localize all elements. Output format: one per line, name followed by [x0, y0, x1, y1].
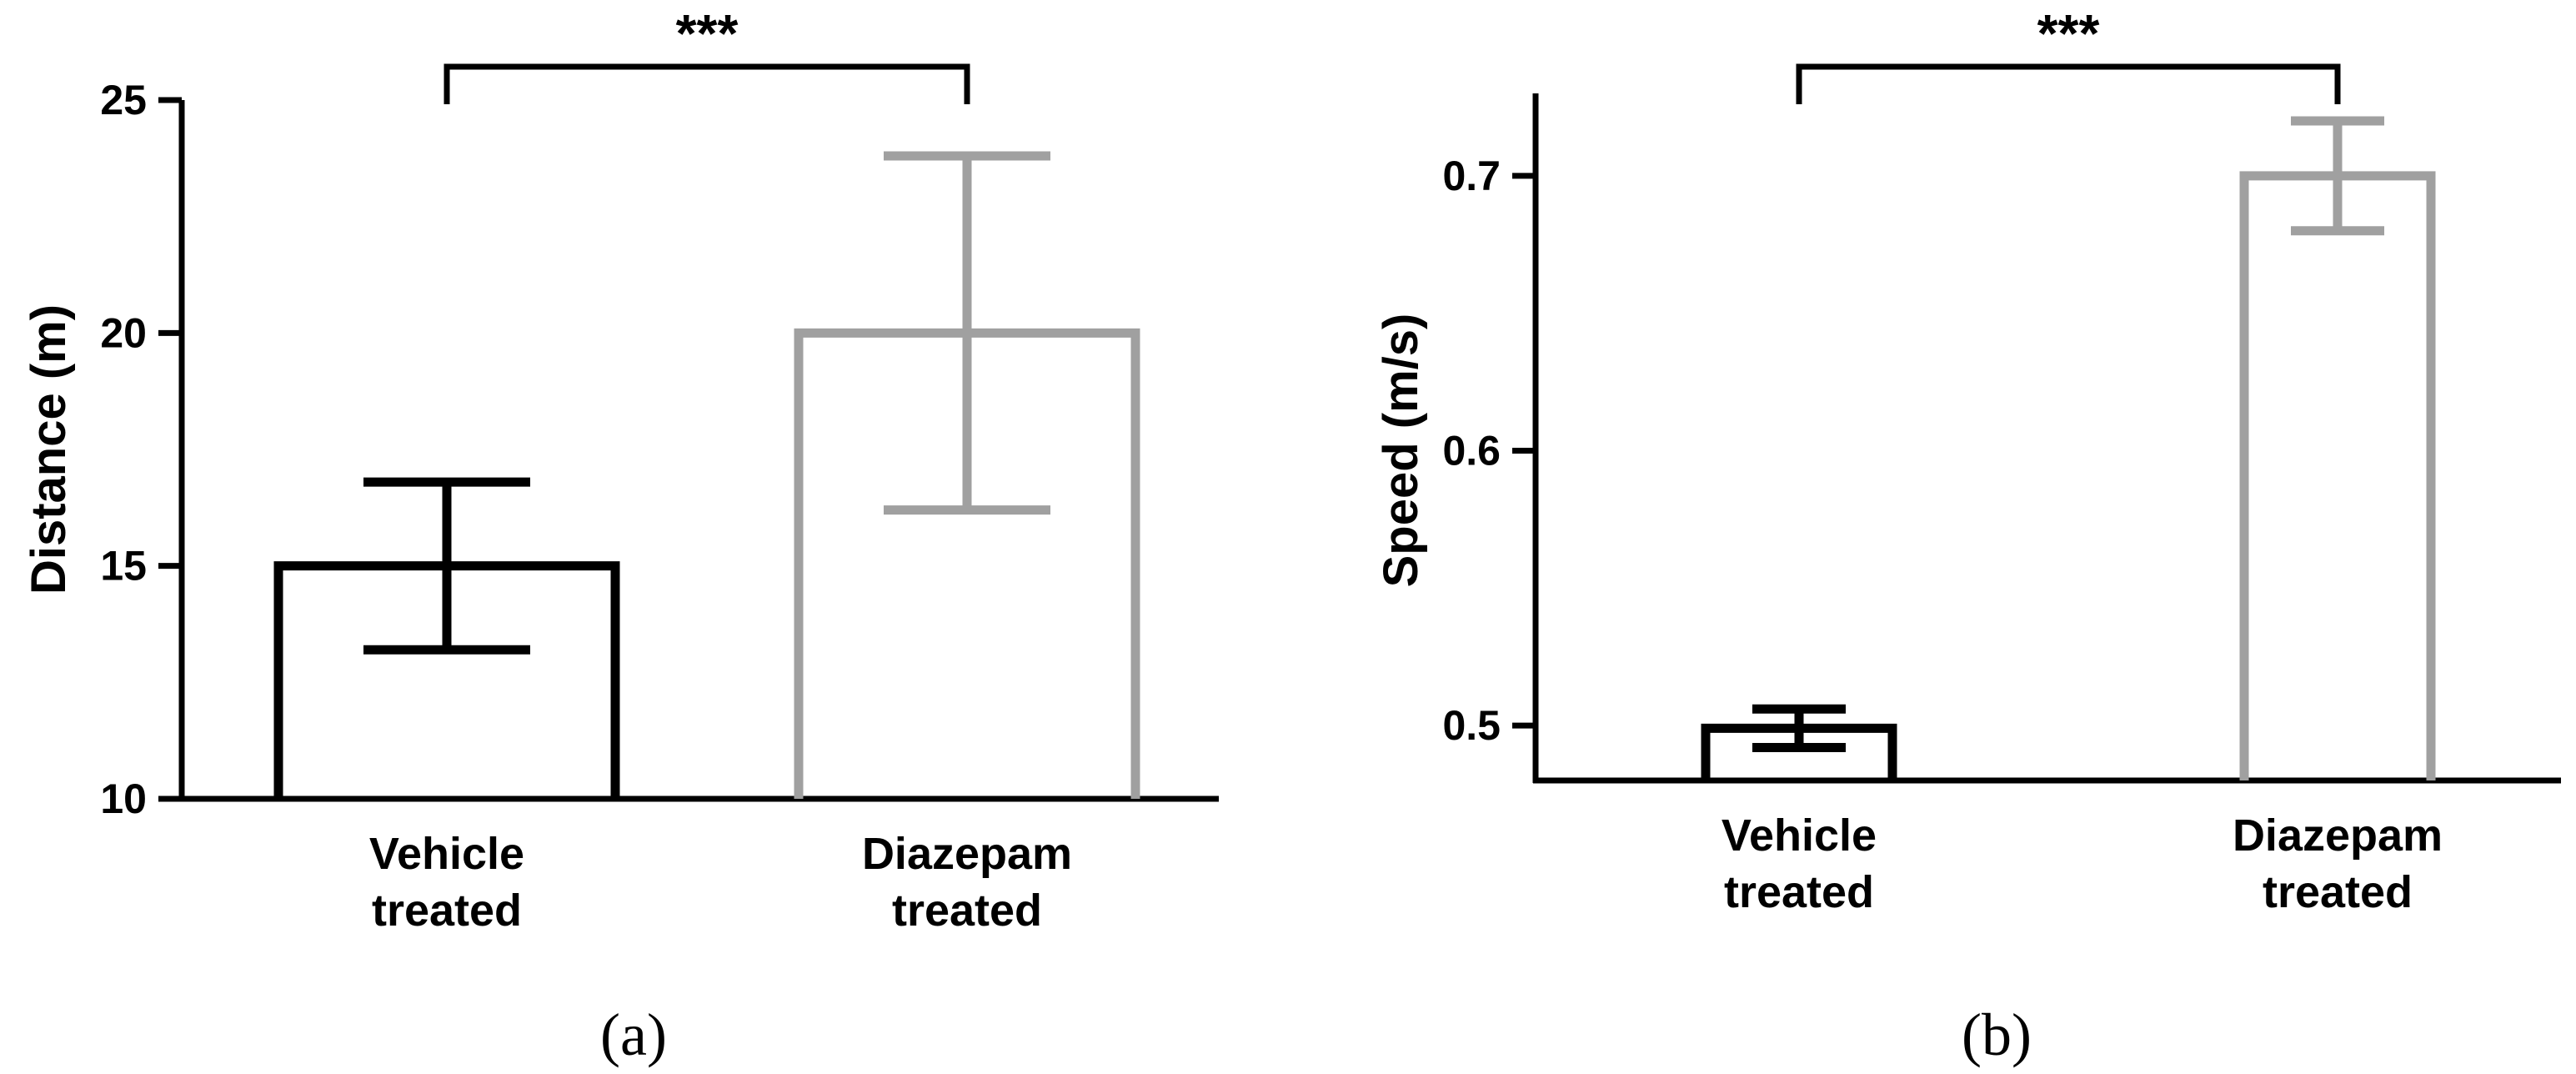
bar	[2239, 171, 2436, 780]
category-label: treated	[372, 886, 522, 936]
significance-bracket	[444, 63, 970, 104]
y-tick-label: 15	[100, 543, 147, 590]
significance-label: ***	[2037, 3, 2100, 63]
panel-label: (b)	[1962, 1001, 2032, 1068]
category-label: Vehicle	[369, 829, 524, 879]
category-label: Diazepam	[862, 829, 1072, 879]
significance-label: ***	[676, 3, 739, 63]
category-label: treated	[1724, 867, 1874, 917]
category-label: Diazepam	[2233, 811, 2443, 861]
y-tick-label: 25	[100, 77, 147, 123]
panel-label: (a)	[600, 1001, 667, 1068]
significance-bracket	[1796, 63, 2341, 104]
y-tick-label: 0.7	[1442, 153, 1501, 199]
y-tick-label: 10	[100, 775, 147, 822]
y-axis-label: Speed (m/s)	[1374, 314, 1428, 588]
y-tick-label: 20	[100, 309, 147, 356]
chart-panel-b: 0.5 0.6 0.7 Speed (m/s) Vehicle treated Diazep…	[1374, 3, 2561, 1068]
y-axis-label: Distance (m)	[22, 304, 76, 595]
category-label: treated	[892, 886, 1042, 936]
category-label: Vehicle	[1722, 811, 1877, 861]
y-tick-label: 0.6	[1442, 427, 1501, 474]
chart-panel-a: 10 15 20 25 Distance (m) Vehicle treated Diazep…	[22, 3, 1219, 1068]
y-tick-label: 0.5	[1442, 702, 1501, 749]
category-label: treated	[2263, 867, 2413, 917]
